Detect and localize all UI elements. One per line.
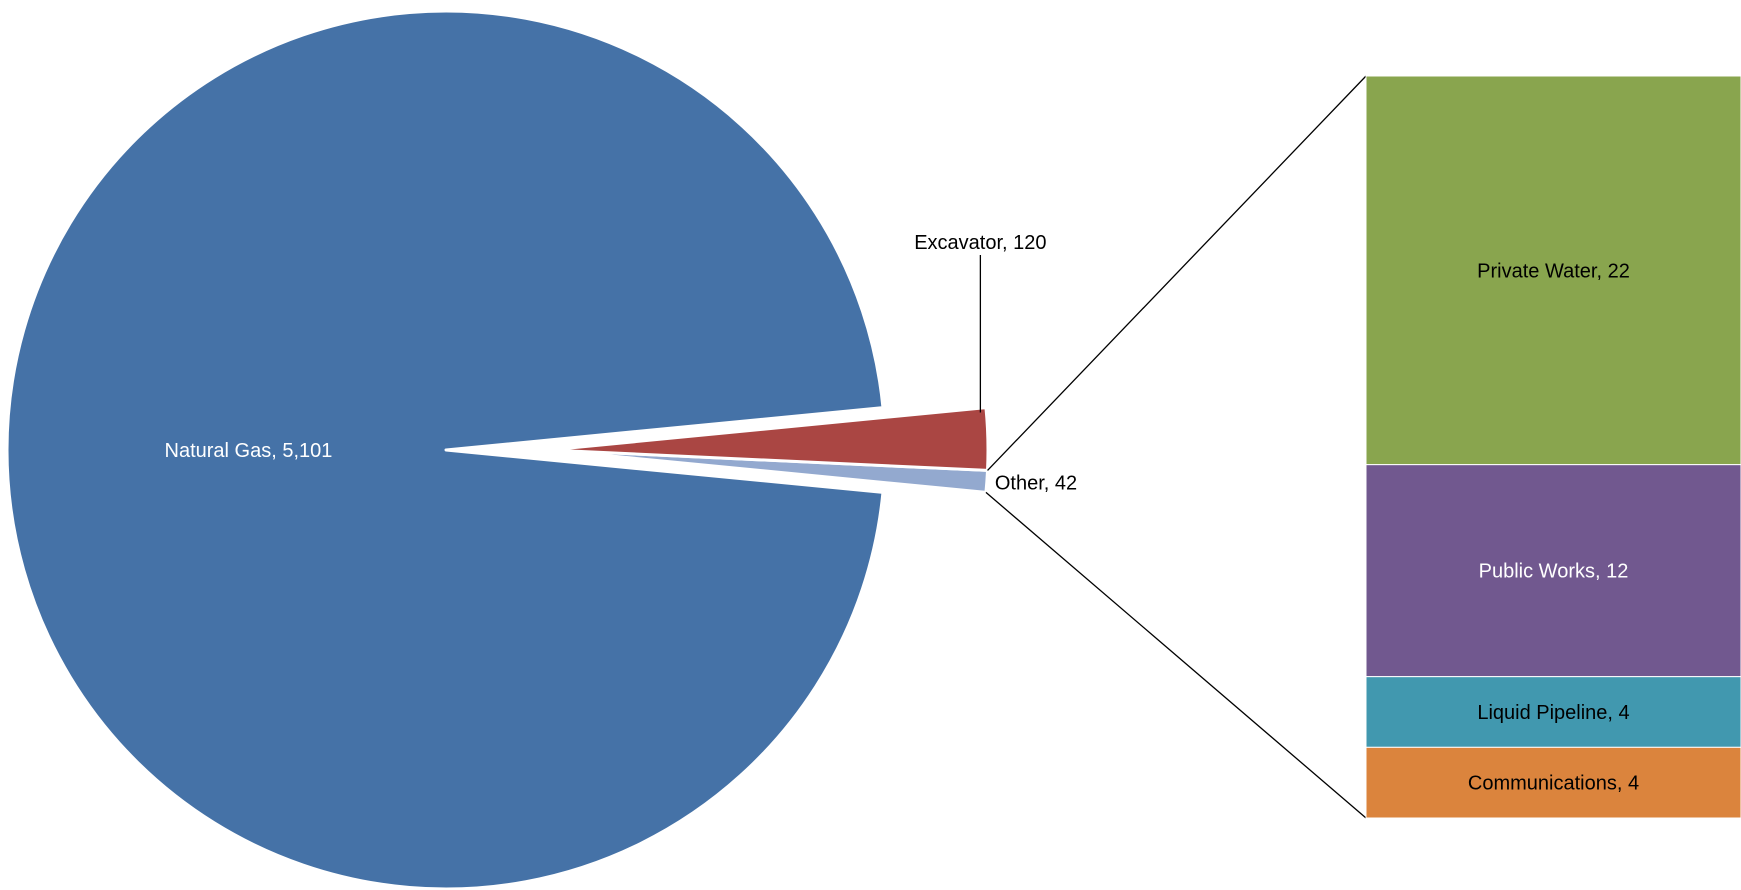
liquid-pipeline-segment: [1365, 676, 1741, 748]
natural-gas-slice: [5, 9, 885, 890]
connector-line-top: [987, 75, 1367, 471]
natural-gas-label: Natural Gas, 5,101: [165, 440, 333, 462]
excavator-label: Excavator, 120: [914, 232, 1046, 254]
communications-label: Communications, 4: [1468, 773, 1639, 795]
communications-segment: [1365, 746, 1741, 819]
private-water-label: Private Water, 22: [1477, 260, 1630, 282]
data-labels: Private Water, 22 Public Works, 12 Liquid …: [165, 232, 1640, 795]
connector-lines: [985, 75, 1367, 819]
breakdown-bar: [1365, 75, 1741, 819]
connector-line-bottom: [985, 491, 1367, 819]
liquid-pipeline-label: Liquid Pipeline, 4: [1477, 702, 1629, 724]
public-works-segment: [1365, 464, 1741, 678]
public-works-label: Public Works, 12: [1479, 561, 1629, 583]
pie: [5, 9, 990, 890]
private-water-segment: [1365, 75, 1741, 466]
other-label: Other, 42: [995, 472, 1077, 494]
